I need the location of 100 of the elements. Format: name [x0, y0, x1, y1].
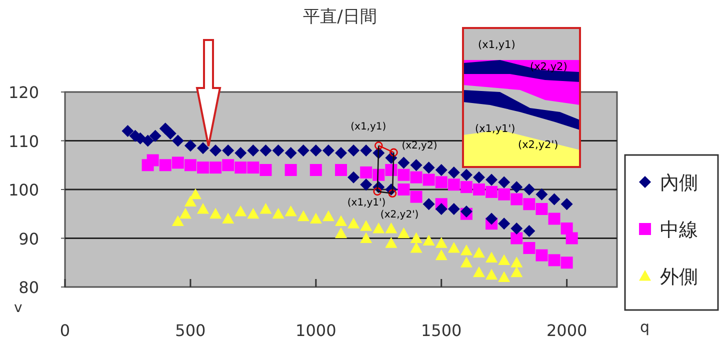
point — [460, 181, 472, 194]
point — [510, 256, 523, 268]
legend-label: 外側 — [660, 266, 698, 288]
point — [435, 164, 448, 176]
point — [473, 266, 485, 278]
point — [335, 164, 347, 176]
point — [510, 232, 523, 244]
point — [498, 271, 510, 282]
point — [184, 196, 196, 206]
point — [398, 227, 410, 238]
point — [435, 237, 448, 248]
point — [498, 188, 510, 200]
point — [322, 144, 334, 156]
text: (x1,y1) — [478, 39, 516, 51]
point — [272, 208, 284, 219]
point — [260, 164, 272, 176]
y-tick-label: 110 — [8, 132, 39, 151]
point — [360, 166, 372, 178]
point — [398, 156, 410, 169]
point — [435, 249, 448, 260]
point — [448, 178, 460, 191]
x-tick-label: 1500 — [421, 321, 462, 340]
point — [210, 208, 222, 219]
point — [360, 220, 372, 231]
point — [284, 164, 297, 176]
point — [234, 205, 247, 216]
annotation: (x2,y2') — [518, 139, 558, 151]
point — [410, 242, 422, 253]
point — [372, 222, 385, 234]
point — [560, 256, 573, 269]
point — [210, 144, 222, 156]
y-tick-label: 100 — [8, 180, 39, 200]
y-tick-label: 80 — [18, 278, 39, 297]
point — [548, 212, 560, 225]
x-tick-label: 2000 — [546, 321, 588, 340]
point — [510, 193, 523, 206]
x-tick-label: 0 — [60, 321, 70, 340]
point — [473, 246, 485, 258]
point — [222, 212, 234, 224]
point — [247, 162, 260, 174]
y-axis-title: v — [14, 300, 22, 316]
point — [142, 134, 154, 147]
point — [149, 130, 162, 142]
point — [197, 162, 209, 174]
legend-label: 內側 — [660, 172, 698, 194]
point — [566, 232, 578, 244]
point — [172, 134, 184, 147]
point — [422, 174, 435, 186]
annotation: (x2,y2') — [380, 209, 419, 220]
point — [560, 222, 573, 234]
point — [448, 166, 460, 178]
point — [510, 181, 523, 194]
point — [247, 144, 260, 156]
point — [498, 176, 510, 188]
point — [335, 146, 347, 159]
point — [184, 159, 196, 172]
point — [335, 215, 347, 226]
point — [422, 234, 435, 246]
point — [510, 266, 523, 278]
point — [498, 254, 510, 265]
point — [435, 203, 448, 215]
annotation: (x1,y1') — [347, 197, 386, 208]
point — [348, 218, 360, 228]
point — [348, 144, 360, 156]
point — [410, 171, 422, 184]
point — [360, 144, 372, 156]
point — [222, 159, 234, 172]
point — [473, 171, 485, 184]
point — [247, 208, 260, 219]
point — [184, 140, 196, 152]
point — [548, 193, 560, 206]
x-tick-label: 500 — [175, 321, 206, 340]
point — [348, 171, 360, 184]
point — [536, 188, 548, 200]
point — [159, 159, 172, 172]
point — [498, 218, 510, 230]
point — [486, 252, 498, 263]
point — [523, 198, 536, 210]
point — [410, 190, 422, 203]
point — [284, 146, 297, 159]
point — [460, 168, 472, 181]
point — [473, 184, 485, 196]
point — [322, 210, 334, 222]
point — [536, 249, 548, 262]
point — [310, 212, 322, 224]
annotation: (x1,y1') — [475, 123, 516, 135]
point — [460, 205, 472, 218]
point — [179, 208, 192, 219]
point — [385, 237, 398, 248]
point — [486, 212, 498, 225]
point — [422, 198, 435, 210]
point — [197, 203, 209, 214]
point — [422, 162, 435, 174]
point — [260, 144, 272, 156]
point — [197, 142, 209, 154]
point — [360, 232, 372, 244]
point — [260, 203, 272, 214]
point — [234, 162, 247, 174]
point — [284, 205, 297, 216]
x-axis-title: q — [640, 318, 650, 336]
